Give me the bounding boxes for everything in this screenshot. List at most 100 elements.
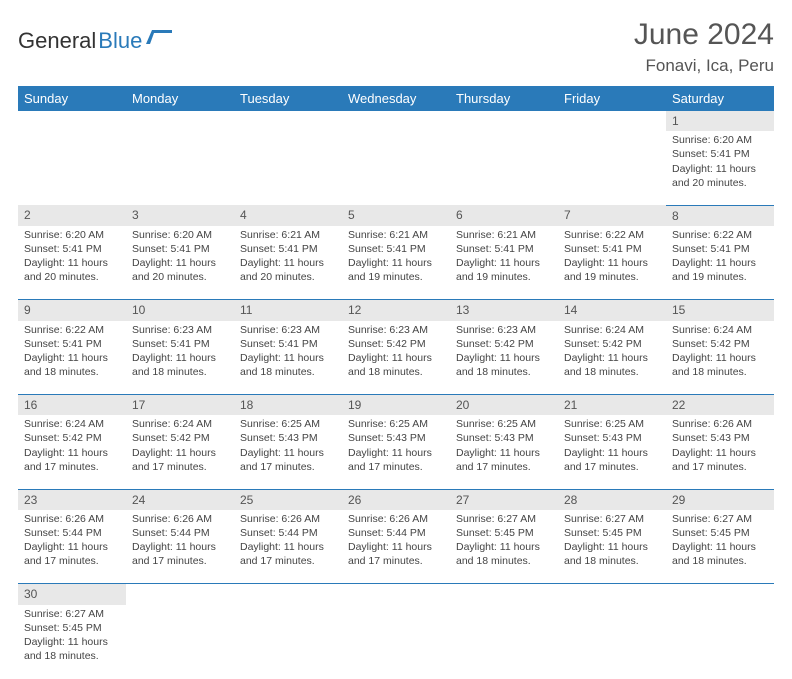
day-detail-cell	[666, 605, 774, 679]
weekday-header-row: SundayMondayTuesdayWednesdayThursdayFrid…	[18, 86, 774, 111]
day-detail-cell: Sunrise: 6:22 AMSunset: 5:41 PMDaylight:…	[18, 321, 126, 395]
day-number-cell	[234, 111, 342, 131]
day-detail-cell: Sunrise: 6:27 AMSunset: 5:45 PMDaylight:…	[450, 510, 558, 584]
day-number-cell: 5	[342, 205, 450, 226]
location: Fonavi, Ica, Peru	[634, 56, 774, 76]
detail-row: Sunrise: 6:26 AMSunset: 5:44 PMDaylight:…	[18, 510, 774, 584]
day-detail-cell: Sunrise: 6:21 AMSunset: 5:41 PMDaylight:…	[234, 226, 342, 300]
weekday-header: Sunday	[18, 86, 126, 111]
day-number-cell: 18	[234, 395, 342, 416]
brand-logo: General Blue	[18, 28, 172, 54]
day-detail-cell: Sunrise: 6:26 AMSunset: 5:43 PMDaylight:…	[666, 415, 774, 489]
day-number-cell: 3	[126, 205, 234, 226]
day-number-cell: 29	[666, 489, 774, 510]
day-number-cell	[18, 111, 126, 131]
calendar-table: SundayMondayTuesdayWednesdayThursdayFrid…	[18, 86, 774, 679]
day-detail-cell: Sunrise: 6:23 AMSunset: 5:41 PMDaylight:…	[126, 321, 234, 395]
flag-icon	[146, 30, 172, 53]
day-detail-cell: Sunrise: 6:24 AMSunset: 5:42 PMDaylight:…	[558, 321, 666, 395]
day-detail-cell	[234, 131, 342, 205]
daynum-row: 23242526272829	[18, 489, 774, 510]
day-number-cell	[450, 111, 558, 131]
detail-row: Sunrise: 6:27 AMSunset: 5:45 PMDaylight:…	[18, 605, 774, 679]
detail-row: Sunrise: 6:24 AMSunset: 5:42 PMDaylight:…	[18, 415, 774, 489]
day-detail-cell: Sunrise: 6:23 AMSunset: 5:41 PMDaylight:…	[234, 321, 342, 395]
day-number-cell	[234, 584, 342, 605]
day-detail-cell: Sunrise: 6:25 AMSunset: 5:43 PMDaylight:…	[342, 415, 450, 489]
day-number-cell: 21	[558, 395, 666, 416]
day-number-cell	[450, 584, 558, 605]
month-title: June 2024	[634, 18, 774, 52]
day-number-cell	[126, 111, 234, 131]
day-number-cell: 30	[18, 584, 126, 605]
detail-row: Sunrise: 6:22 AMSunset: 5:41 PMDaylight:…	[18, 321, 774, 395]
day-detail-cell: Sunrise: 6:23 AMSunset: 5:42 PMDaylight:…	[342, 321, 450, 395]
day-number-cell	[342, 111, 450, 131]
day-number-cell: 25	[234, 489, 342, 510]
day-number-cell	[666, 584, 774, 605]
day-number-cell: 20	[450, 395, 558, 416]
daynum-row: 2345678	[18, 205, 774, 226]
day-detail-cell	[234, 605, 342, 679]
day-number-cell: 7	[558, 205, 666, 226]
day-number-cell: 24	[126, 489, 234, 510]
day-number-cell: 10	[126, 300, 234, 321]
daynum-row: 30	[18, 584, 774, 605]
calendar-body: 1Sunrise: 6:20 AMSunset: 5:41 PMDaylight…	[18, 111, 774, 679]
day-detail-cell	[126, 131, 234, 205]
day-number-cell	[126, 584, 234, 605]
brand-part2: Blue	[98, 28, 142, 54]
day-detail-cell	[558, 605, 666, 679]
day-number-cell: 2	[18, 205, 126, 226]
day-number-cell: 1	[666, 111, 774, 131]
header: General Blue June 2024 Fonavi, Ica, Peru	[18, 18, 774, 76]
day-detail-cell: Sunrise: 6:27 AMSunset: 5:45 PMDaylight:…	[666, 510, 774, 584]
day-number-cell: 26	[342, 489, 450, 510]
day-detail-cell: Sunrise: 6:22 AMSunset: 5:41 PMDaylight:…	[558, 226, 666, 300]
day-detail-cell: Sunrise: 6:23 AMSunset: 5:42 PMDaylight:…	[450, 321, 558, 395]
day-number-cell: 13	[450, 300, 558, 321]
day-detail-cell	[342, 131, 450, 205]
daynum-row: 1	[18, 111, 774, 131]
day-detail-cell: Sunrise: 6:25 AMSunset: 5:43 PMDaylight:…	[234, 415, 342, 489]
day-number-cell: 22	[666, 395, 774, 416]
day-detail-cell: Sunrise: 6:24 AMSunset: 5:42 PMDaylight:…	[126, 415, 234, 489]
day-number-cell	[342, 584, 450, 605]
brand-part1: General	[18, 28, 96, 54]
day-detail-cell	[18, 131, 126, 205]
day-number-cell: 16	[18, 395, 126, 416]
daynum-row: 16171819202122	[18, 395, 774, 416]
day-number-cell: 19	[342, 395, 450, 416]
weekday-header: Monday	[126, 86, 234, 111]
day-detail-cell: Sunrise: 6:21 AMSunset: 5:41 PMDaylight:…	[450, 226, 558, 300]
day-detail-cell: Sunrise: 6:21 AMSunset: 5:41 PMDaylight:…	[342, 226, 450, 300]
day-detail-cell: Sunrise: 6:24 AMSunset: 5:42 PMDaylight:…	[18, 415, 126, 489]
day-detail-cell	[558, 131, 666, 205]
day-number-cell: 14	[558, 300, 666, 321]
day-number-cell	[558, 584, 666, 605]
day-detail-cell	[126, 605, 234, 679]
title-block: June 2024 Fonavi, Ica, Peru	[634, 18, 774, 76]
day-detail-cell: Sunrise: 6:26 AMSunset: 5:44 PMDaylight:…	[234, 510, 342, 584]
day-number-cell: 15	[666, 300, 774, 321]
day-detail-cell: Sunrise: 6:25 AMSunset: 5:43 PMDaylight:…	[558, 415, 666, 489]
day-detail-cell: Sunrise: 6:25 AMSunset: 5:43 PMDaylight:…	[450, 415, 558, 489]
day-detail-cell: Sunrise: 6:20 AMSunset: 5:41 PMDaylight:…	[126, 226, 234, 300]
day-number-cell: 4	[234, 205, 342, 226]
day-number-cell: 11	[234, 300, 342, 321]
day-detail-cell: Sunrise: 6:20 AMSunset: 5:41 PMDaylight:…	[18, 226, 126, 300]
day-detail-cell: Sunrise: 6:26 AMSunset: 5:44 PMDaylight:…	[18, 510, 126, 584]
day-detail-cell: Sunrise: 6:24 AMSunset: 5:42 PMDaylight:…	[666, 321, 774, 395]
weekday-header: Tuesday	[234, 86, 342, 111]
day-detail-cell: Sunrise: 6:26 AMSunset: 5:44 PMDaylight:…	[342, 510, 450, 584]
day-number-cell	[558, 111, 666, 131]
day-number-cell: 6	[450, 205, 558, 226]
weekday-header: Wednesday	[342, 86, 450, 111]
day-detail-cell: Sunrise: 6:20 AMSunset: 5:41 PMDaylight:…	[666, 131, 774, 205]
daynum-row: 9101112131415	[18, 300, 774, 321]
day-detail-cell: Sunrise: 6:27 AMSunset: 5:45 PMDaylight:…	[558, 510, 666, 584]
day-detail-cell	[342, 605, 450, 679]
weekday-header: Thursday	[450, 86, 558, 111]
detail-row: Sunrise: 6:20 AMSunset: 5:41 PMDaylight:…	[18, 226, 774, 300]
day-number-cell: 8	[666, 205, 774, 226]
